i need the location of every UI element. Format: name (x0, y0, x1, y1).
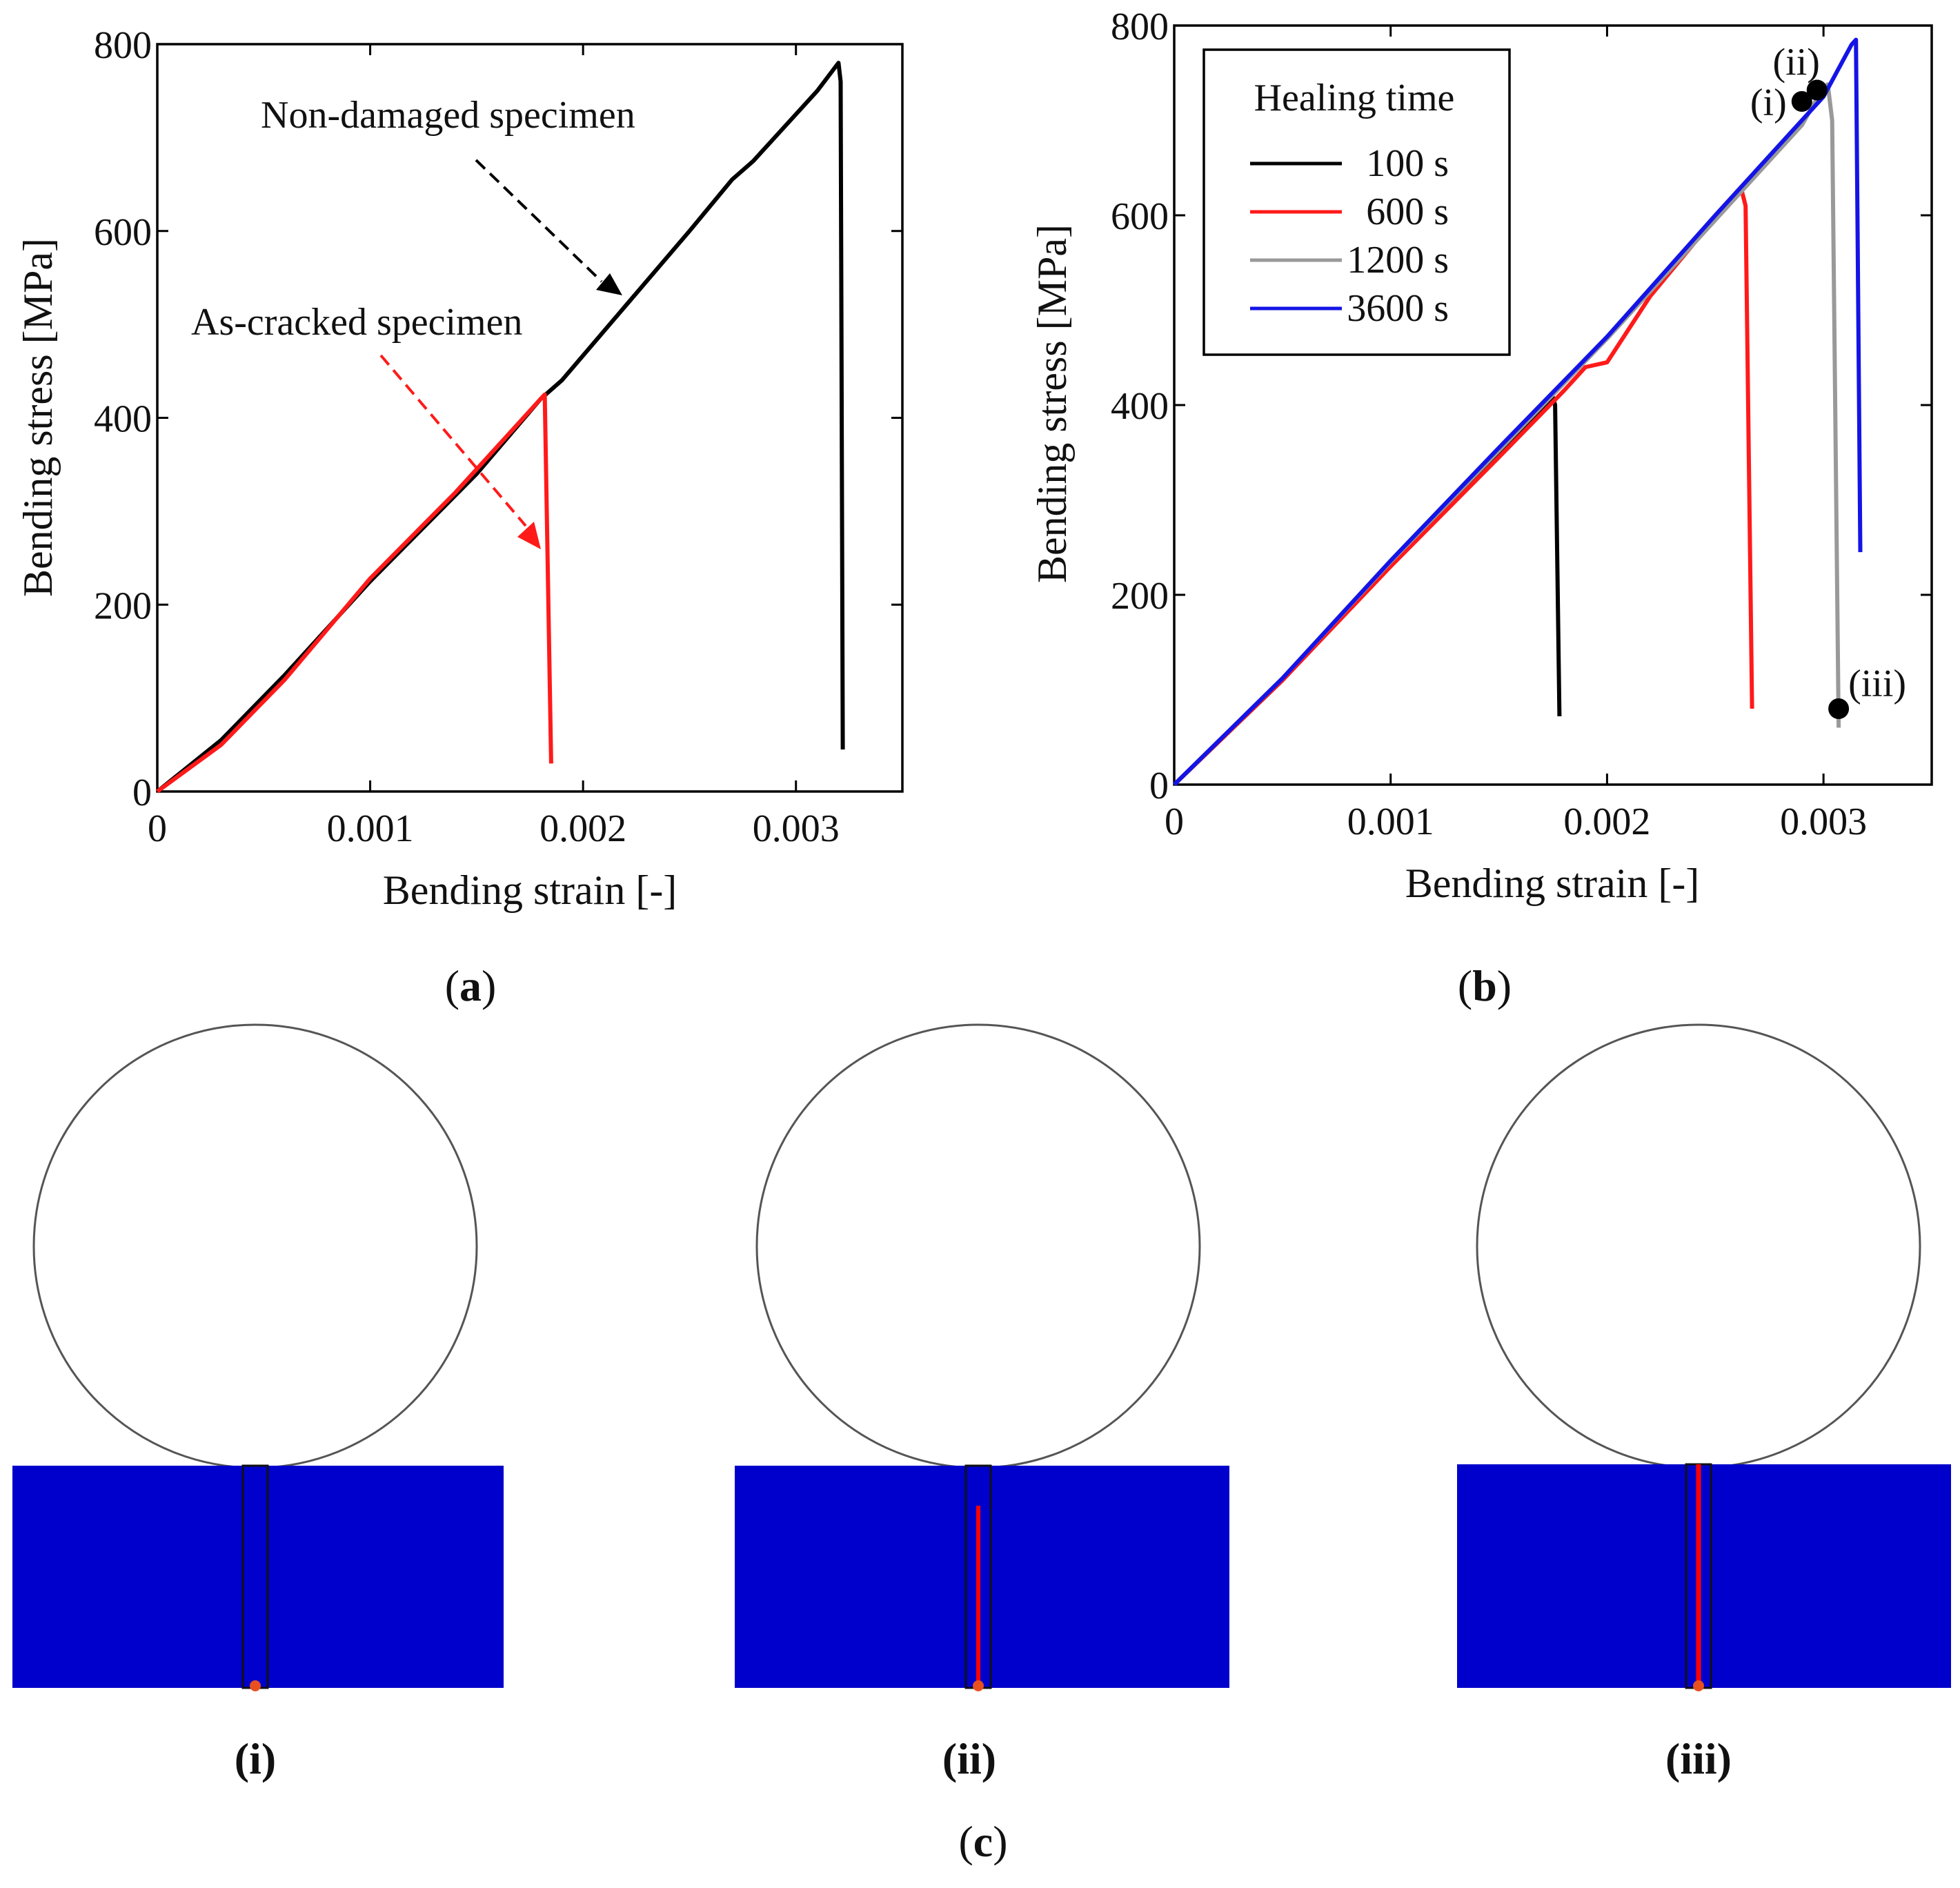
chart-b-xlabel: Bending strain [-] (1405, 861, 1700, 906)
marker-label: (ii) (1773, 41, 1820, 84)
x-tick-label: 0.001 (327, 807, 414, 850)
x-tick-label: 0.002 (1563, 800, 1650, 843)
annotation-non-damaged: Non-damaged specimen (261, 94, 635, 137)
y-tick-label: 400 (94, 398, 152, 441)
series-line-3600-s (1172, 37, 1863, 787)
roller-circle (755, 1023, 1201, 1469)
specimen-beam (12, 1466, 504, 1688)
arrowhead-non-damaged (596, 273, 622, 295)
legend-label: 1200 s (1347, 239, 1449, 282)
x-tick-label: 0 (148, 807, 167, 850)
marker-point (1791, 91, 1812, 112)
crack-tip (1693, 1680, 1704, 1691)
y-tick-label: 800 (94, 24, 152, 67)
snapshot-label-ii: (ii) (942, 1734, 996, 1783)
crack-tip (973, 1680, 984, 1691)
roller-circle (32, 1023, 478, 1469)
chart-b-ylabel: Bending stress [MPa] (1029, 224, 1075, 583)
snapshot-i: (i) (12, 1023, 504, 1783)
series-line-non-damaged-specimen (156, 61, 845, 794)
specimen-beam (1457, 1464, 1951, 1688)
y-tick-label: 0 (1149, 765, 1169, 807)
legend-title: Healing time (1254, 77, 1455, 119)
legend-frame (1202, 48, 1511, 356)
snapshot-label-i: (i) (235, 1734, 276, 1783)
legend-label: 3600 s (1347, 287, 1449, 330)
series-line-as-cracked-specimen (156, 392, 553, 794)
x-tick-label: 0.003 (753, 807, 840, 850)
panel-label-c: (c) (958, 1817, 1007, 1866)
arrow-non-damaged (475, 159, 603, 283)
x-tick-label: 0 (1165, 800, 1184, 843)
specimen-beam (735, 1466, 1229, 1688)
y-tick-label: 200 (94, 584, 152, 627)
snapshot-ii: (ii) (735, 1023, 1229, 1783)
marker-label: (iii) (1848, 662, 1906, 705)
marker-point (1806, 79, 1828, 101)
panel-label-b: (b) (1458, 961, 1512, 1010)
y-tick-label: 600 (94, 211, 152, 254)
chart-a-xlabel: Bending strain [-] (383, 867, 677, 913)
y-tick-label: 0 (132, 771, 152, 814)
marker-label: (i) (1750, 81, 1787, 124)
legend-label: 100 s (1366, 142, 1449, 185)
x-tick-label: 0.002 (540, 807, 626, 850)
x-tick-label: 0.003 (1780, 800, 1867, 843)
chart-a: 0 0.001 0.002 0.003 0 200 400 600 800 Bending st… (15, 24, 904, 1010)
panel-label-a: (a) (445, 961, 497, 1010)
legend-label: 600 s (1366, 190, 1449, 233)
chart-a-frame (156, 43, 904, 793)
arrowhead-as-cracked (517, 522, 541, 549)
y-tick-label: 800 (1111, 6, 1169, 48)
y-tick-label: 400 (1111, 385, 1169, 428)
y-tick-label: 600 (1111, 195, 1169, 238)
chart-a-ylabel: Bending stress [MPa] (15, 238, 61, 597)
y-tick-label: 200 (1111, 575, 1169, 618)
snapshot-iii: (iii) (1457, 1023, 1951, 1783)
x-tick-label: 0.001 (1347, 800, 1434, 843)
roller-circle (1476, 1023, 1921, 1469)
annotation-as-cracked: As-cracked specimen (191, 301, 522, 344)
marker-point (1828, 698, 1850, 719)
chart-b: 0 0.001 0.002 0.003 0 200 400 600 800 (i)(ii) (ii… (1029, 6, 1933, 1010)
panel-c: (i) (ii) (iii) (c) (12, 1023, 1951, 1866)
crack-tip (250, 1680, 261, 1691)
snapshot-label-iii: (iii) (1665, 1734, 1732, 1783)
chart-b-legend: Healing time 100 s 600 s 1200 s 3600 s (1202, 48, 1511, 356)
